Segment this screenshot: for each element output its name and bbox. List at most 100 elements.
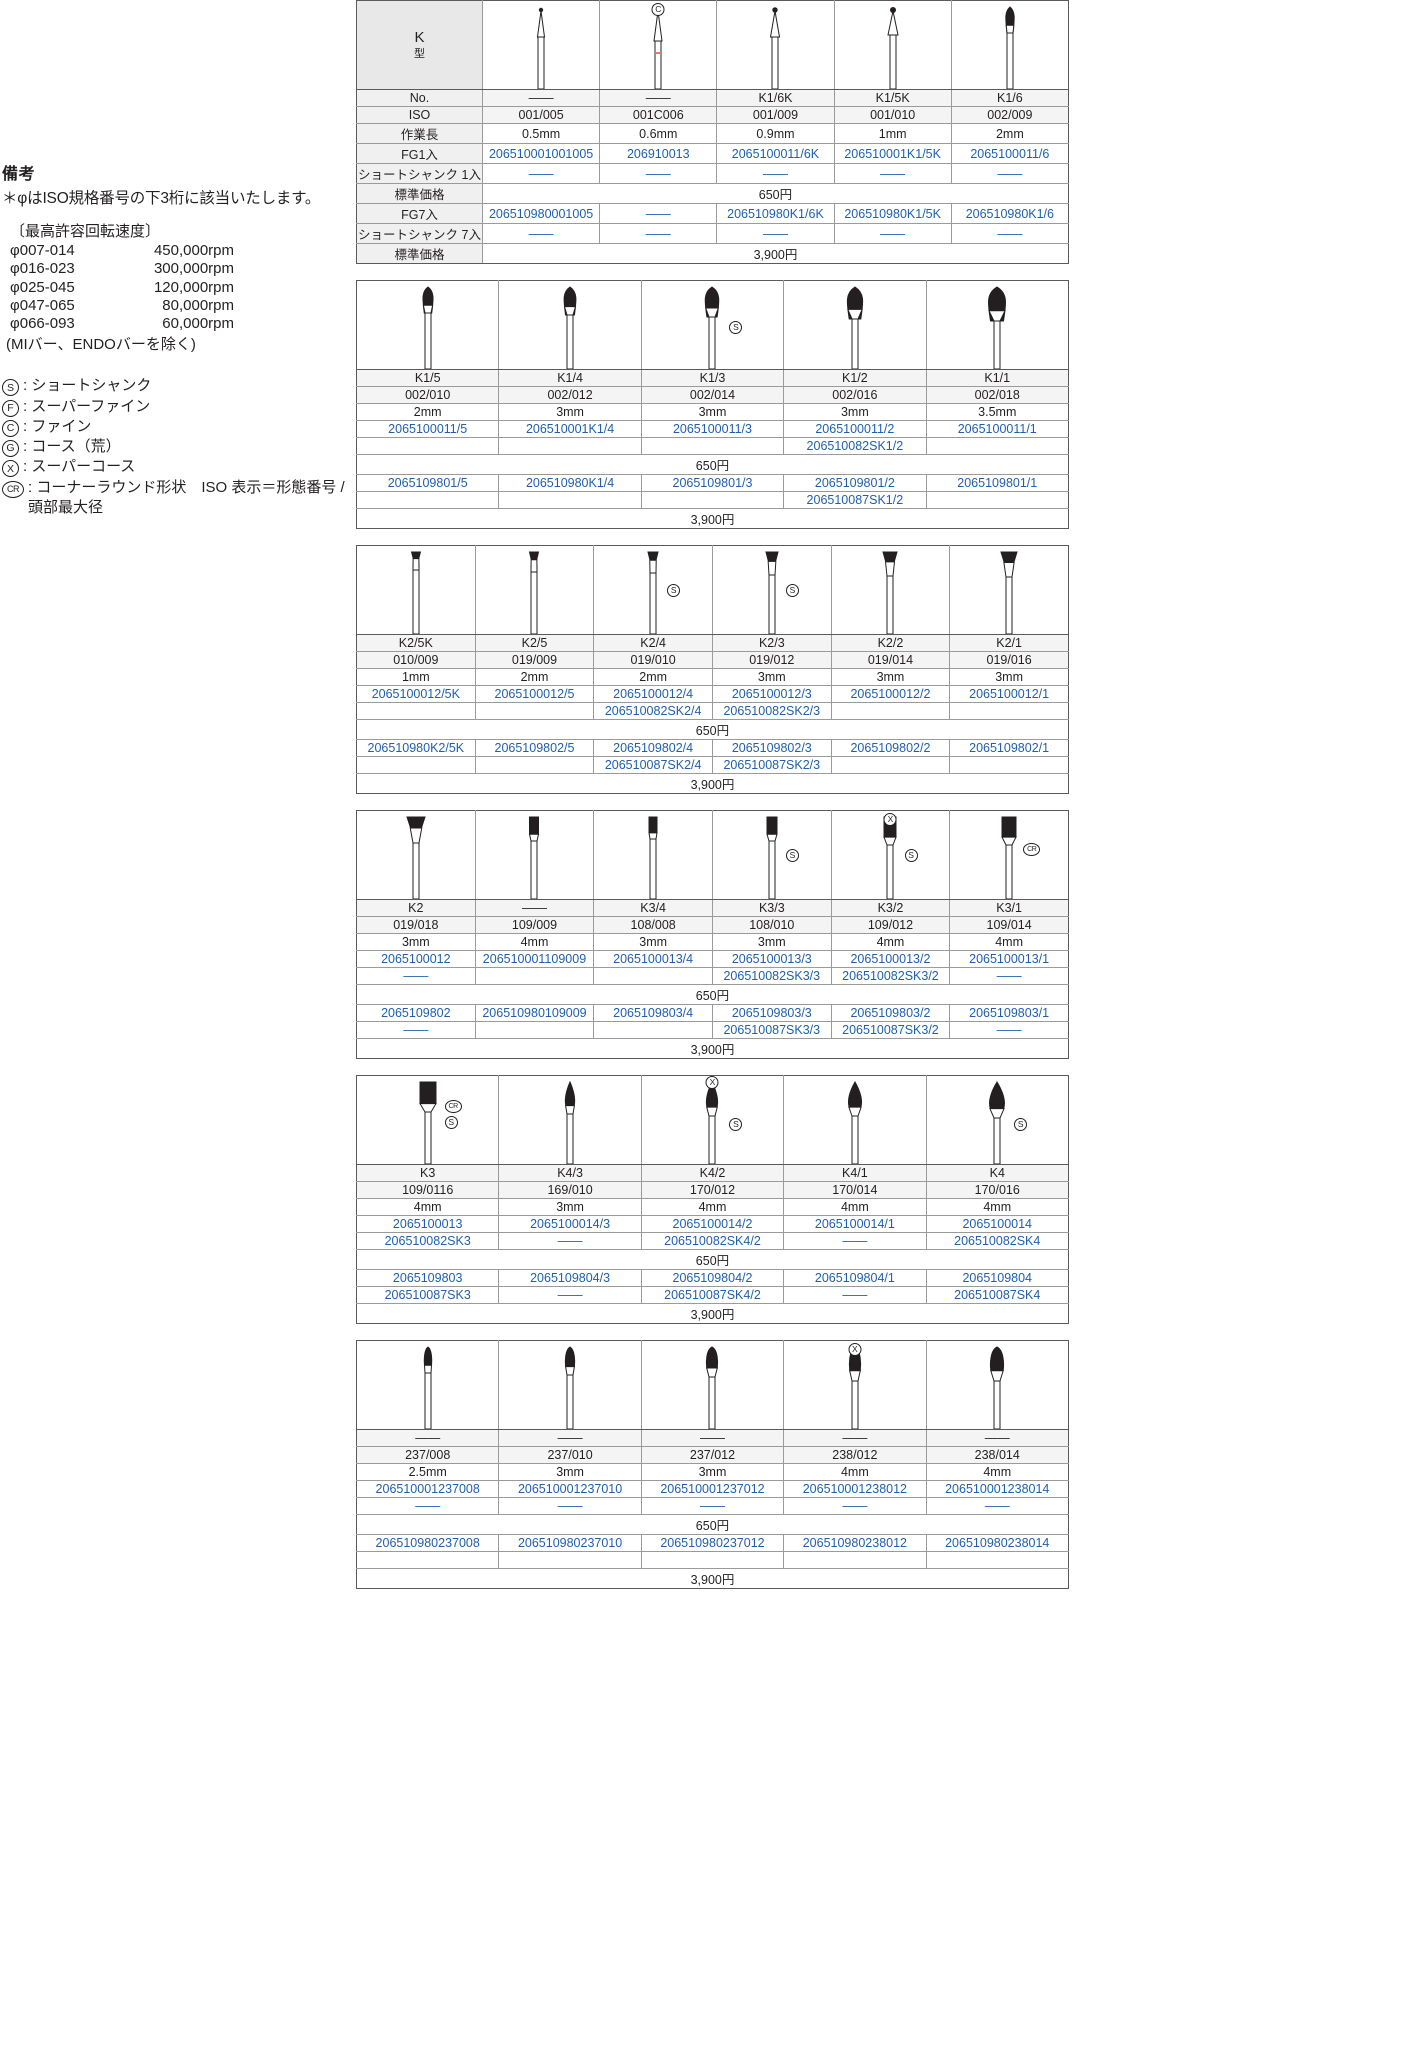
cell-fg1-row: 2065100012/5 (474, 685, 595, 703)
cell-short-shank-1-row (640, 437, 785, 455)
cell-work-length-row: 3mm (498, 1198, 642, 1216)
speed-exception-note: (MIバー、ENDOバーを除く) (6, 336, 196, 354)
bur-image-cell (355, 280, 500, 370)
cell-no-row: K1/5K (833, 89, 952, 107)
marker-s-icon: S (785, 584, 799, 597)
bur-image-cell (498, 280, 642, 370)
cell-work-length-row: 2mm (355, 403, 500, 421)
bur-drawing (500, 1342, 640, 1429)
cell-work-length-row: 1mm (833, 123, 952, 144)
cell-fg7-row: 206510980238014 (925, 1534, 1069, 1552)
cell-work-length-row: 0.6mm (599, 123, 718, 144)
bur-drawing (835, 2, 950, 89)
cell-fg7-row: 2065109804/3 (498, 1269, 642, 1287)
bur-drawing (476, 547, 593, 634)
cell-fg7-row: 2065109803 (355, 1269, 500, 1287)
cell-no-row: K2/5 (474, 634, 595, 652)
cell-no-row: K1/6 (950, 89, 1069, 107)
cell-no-row: K1/2 (783, 369, 927, 387)
price-3900-row: 3,900円 (356, 1303, 1069, 1324)
bur-image-cell (593, 810, 713, 900)
short-shank-1-row: —— 206510082SK3/3 206510082SK3/2 —— (356, 967, 1069, 985)
remarks-title: 備考 (2, 166, 36, 183)
marker-s-icon: S (904, 849, 918, 862)
cell-no-row: —— (599, 89, 718, 107)
cell-iso-row: 237/012 (640, 1446, 785, 1464)
cell-fg1-row: 2065100013/3 (711, 950, 832, 968)
bur-drawing (832, 547, 949, 634)
fg1-row: 2065100012 206510001109009 2065100013/4 206… (356, 950, 1069, 968)
cell-short-shank-1-row: —— (950, 163, 1069, 184)
cell-work-length-row: 4mm (925, 1198, 1069, 1216)
cell-no-row: K2/3 (711, 634, 832, 652)
cell-short-shank-7-row (949, 756, 1069, 774)
cell-fg7-row: 2065109802/1 (949, 739, 1069, 757)
cell-no-row: K2/4 (593, 634, 713, 652)
bur-image-cell: S (711, 810, 832, 900)
fg1-row: 2065100013 2065100014/3 2065100014/2 206510… (355, 1215, 1069, 1233)
cell-short-shank-1-row: —— (783, 1232, 927, 1250)
cell-work-length-row: 1mm (356, 668, 476, 686)
cell-short-shank-7-row (783, 1551, 927, 1569)
cell-work-length-row: 3mm (498, 403, 642, 421)
cell-work-length-row: 4mm (783, 1198, 927, 1216)
row-label: ショートシャンク 1入 (356, 163, 483, 184)
no-row: K1/5 K1/4 K1/3 K1/2 K1/1 (355, 369, 1069, 387)
marker-s-icon: S (785, 849, 799, 862)
cell-short-shank-7-row: —— (950, 223, 1069, 244)
row-label: 標準価格 (356, 183, 483, 204)
marker-x-icon: X (848, 1343, 862, 1356)
cell-iso-row: 170/012 (640, 1181, 785, 1199)
cell-iso-row: 001C006 (599, 106, 718, 124)
cell-iso-row: 002/010 (355, 386, 500, 404)
cell-short-shank-7-row (474, 1021, 595, 1039)
cell-short-shank-7-row: —— (949, 1021, 1069, 1039)
bur-drawing: S (927, 1077, 1067, 1164)
speed-rpm: 120,000rpm (153, 278, 234, 296)
short-shank-7-row: 206510087SK2/4 206510087SK2/3 (356, 756, 1069, 774)
cell-iso-row: 002/016 (783, 386, 927, 404)
cell-short-shank-7-row: —— (498, 1286, 642, 1304)
cell-fg1-row: 2065100011/3 (640, 420, 785, 438)
bur-image-cell (356, 810, 476, 900)
bur-image-cell (640, 1340, 785, 1430)
cell-iso-row: 108/010 (711, 916, 832, 934)
cell-fg1-row: 2065100014/2 (640, 1215, 785, 1233)
bur-drawing: C (601, 2, 716, 89)
bur-drawing (500, 1077, 640, 1164)
cell-short-shank-7-row: —— (833, 223, 952, 244)
row-label: ショートシャンク 7入 (356, 223, 483, 244)
cell-short-shank-1-row (925, 437, 1069, 455)
bur-image-cell: X (783, 1340, 927, 1430)
bur-image-cell: S (925, 1075, 1069, 1165)
cell-iso-row: 001/005 (481, 106, 601, 124)
cell-iso-row: 002/014 (640, 386, 785, 404)
cell-no-row: —— (783, 1429, 927, 1447)
bur-image-cell (356, 545, 476, 635)
bur-drawing (595, 812, 712, 899)
price-650-row: 650円 (356, 984, 1069, 1005)
bur-drawing: X (785, 1342, 925, 1429)
cell-work-length-row: 3mm (356, 933, 476, 951)
price-650-row: 650円 (356, 719, 1069, 740)
bur-image-cell (355, 1340, 500, 1430)
iso-row: 109/0116 169/010 170/012 170/014 170/016 (355, 1181, 1069, 1199)
no-row: K2 —— K3/4 K3/3 K3/2 K3/1 (356, 899, 1069, 917)
iso-row: 237/008 237/010 237/012 238/012 238/014 (355, 1446, 1069, 1464)
cell-fg7-row: 206510980K2/5K (356, 739, 476, 757)
cell-short-shank-7-row: —— (356, 1021, 476, 1039)
speed-rpm: 450,000rpm (153, 242, 234, 259)
fg7-row: 2065109803 2065109804/3 2065109804/2 206510… (355, 1269, 1069, 1287)
cell-short-shank-1-row: 206510082SK2/4 (593, 702, 713, 720)
cell-short-shank-7-row: —— (481, 223, 601, 244)
cell-no-row: K1/3 (640, 369, 785, 387)
cell-work-length-row: 4mm (474, 933, 595, 951)
bur-drawing (357, 547, 474, 634)
cell-fg1-row: 2065100012/5K (356, 685, 476, 703)
cell-short-shank-1-row (593, 967, 713, 985)
cell-no-row: K1/6K (716, 89, 835, 107)
cell-no-row: K3/1 (949, 899, 1069, 917)
bur-image-cell (474, 545, 595, 635)
